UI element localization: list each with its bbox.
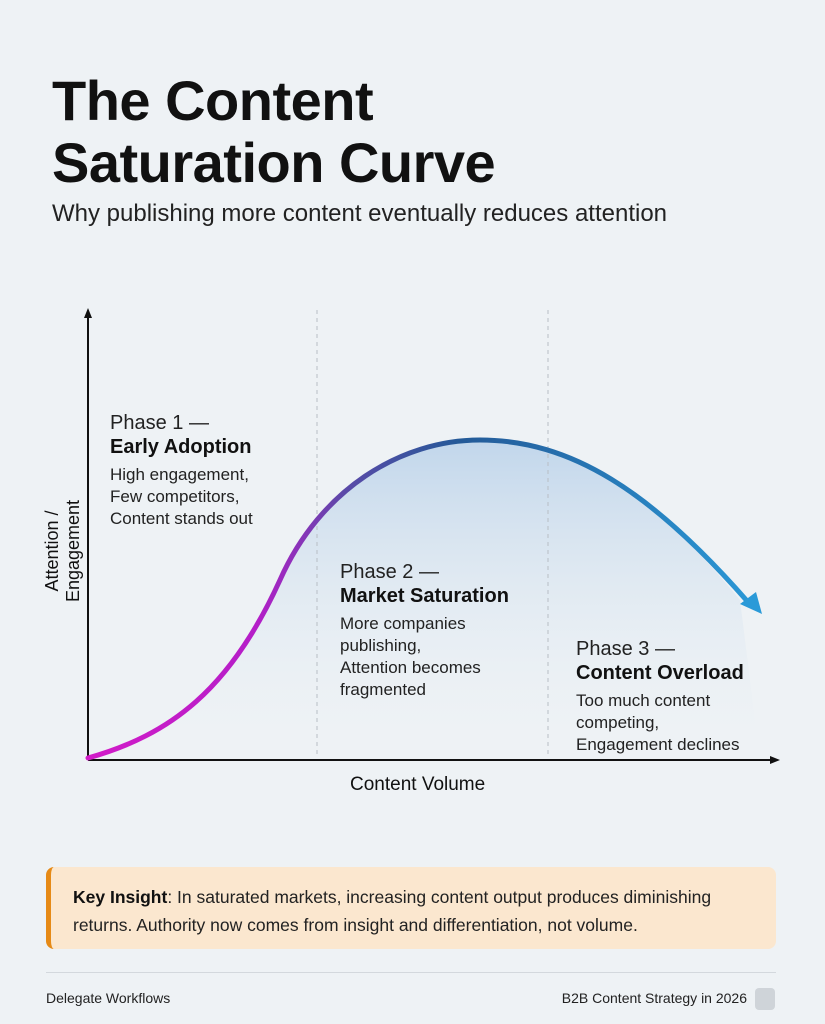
phase-desc: More companies (340, 614, 466, 633)
phase-desc: Too much content (576, 691, 711, 710)
y-axis-arrow-icon (84, 308, 92, 318)
phase-name: Market Saturation (340, 585, 509, 607)
phase-desc: Engagement declines (576, 735, 740, 754)
phase-name: Early Adoption (110, 436, 252, 458)
phase-number: Phase 2 — (340, 561, 439, 583)
phase-1-label: Phase 1 — Early Adoption High engagement… (110, 412, 253, 530)
y-axis-label: Attention / Engagement (42, 499, 83, 603)
title-line-1: The Content (52, 69, 374, 132)
footer-brand: Delegate Workflows (46, 990, 171, 1006)
saturation-curve (85, 437, 751, 761)
title-line-2: Saturation Curve (52, 131, 496, 194)
x-axis-label: Content Volume (350, 774, 486, 795)
phase-name: Content Overload (576, 662, 744, 684)
phase-desc: fragmented (340, 680, 426, 699)
phase-number: Phase 3 — (576, 638, 675, 660)
phase-desc: Content stands out (110, 509, 253, 528)
curve-arrow-icon (740, 592, 762, 614)
phase-desc: publishing, (340, 636, 422, 655)
footer-divider (46, 972, 776, 973)
key-insight-callout: Key Insight: In saturated markets, incre… (46, 867, 776, 949)
curve-fill (88, 440, 760, 760)
footer-badge-icon (755, 988, 775, 1010)
phase-desc: competing, (576, 713, 660, 732)
phase-2-label: Phase 2 — Market Saturation More compani… (340, 561, 509, 701)
phase-number: Phase 1 — (110, 412, 209, 434)
phase-desc: Few competitors, (110, 487, 240, 506)
phase-desc: Attention becomes (340, 658, 481, 677)
x-axis-arrow-icon (770, 756, 780, 764)
subtitle: Why publishing more content eventually r… (52, 200, 668, 227)
phase-desc: High engagement, (110, 465, 249, 484)
page-title: The Content Saturation Curve (52, 69, 496, 194)
insight-label: Key Insight (73, 887, 168, 907)
phase-3-label: Phase 3 — Content Overload Too much cont… (576, 638, 744, 756)
insight-text: : In saturated markets, increasing conte… (73, 887, 712, 935)
footer-series-title: B2B Content Strategy in 2026 (561, 990, 747, 1006)
